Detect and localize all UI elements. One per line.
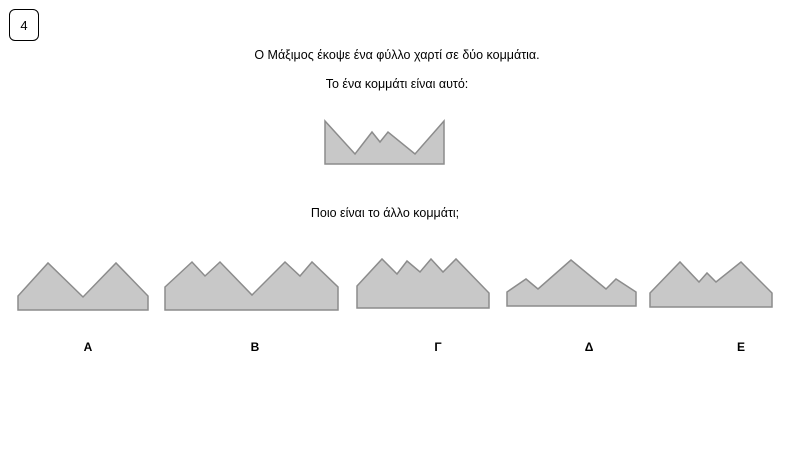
option-e-label[interactable]: Ε [736, 340, 745, 354]
option-a-label[interactable]: Α [83, 340, 93, 354]
question-text-line-3: Ποιο είναι το άλλο κομμάτι; [310, 206, 460, 220]
option-d-label[interactable]: Δ [584, 340, 594, 354]
option-d-piece[interactable] [503, 258, 643, 314]
option-c-piece[interactable] [352, 256, 497, 312]
given-paper-piece [324, 119, 445, 165]
option-a-piece[interactable] [15, 258, 155, 314]
option-b-label[interactable]: Β [250, 340, 260, 354]
question-number-box: 4 [9, 9, 39, 41]
question-number: 4 [20, 17, 28, 33]
option-b-piece[interactable] [160, 258, 345, 314]
question-text-line-1: Ο Μάξιμος έκοψε ένα φύλλο χαρτί σε δύο κ… [254, 48, 540, 62]
question-text-line-2: Το ένα κομμάτι είναι αυτό: [325, 77, 469, 91]
option-c-label[interactable]: Γ [434, 340, 442, 354]
option-e-piece[interactable] [646, 258, 781, 314]
